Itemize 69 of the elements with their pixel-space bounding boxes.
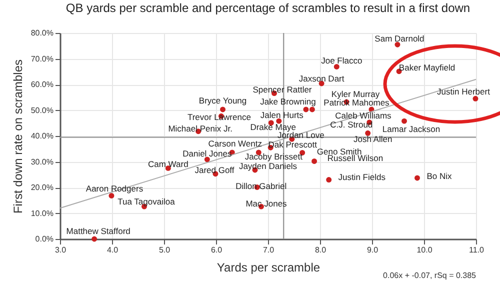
annotation: Jacoby Brissett — [244, 151, 304, 162]
point — [402, 118, 407, 124]
annotation: Jake Browning — [260, 96, 316, 106]
annotation: Josh Allen — [353, 134, 392, 144]
x-tick-label: 7.0 — [262, 246, 275, 254]
annotation: Daniel Jones — [182, 148, 232, 158]
annotation: Aaron Rodgers — [86, 184, 144, 194]
point — [220, 106, 226, 112]
point — [472, 96, 478, 102]
x-tick-label: 5.0 — [158, 246, 171, 254]
annotation: Sam Darnold — [374, 34, 425, 44]
annotation: Kyler Murray — [331, 89, 380, 100]
y-tick-label: 0.0% — [35, 234, 54, 244]
y-tick-label: 60.0% — [30, 80, 54, 89]
y-tick-label: 50.0% — [30, 106, 54, 115]
y-tick-label: 10.0% — [30, 208, 54, 218]
annotation: Dak Prescott — [268, 140, 318, 150]
point — [92, 236, 98, 242]
point — [276, 118, 282, 124]
annotation: Jordan Love — [278, 130, 325, 140]
annotation: Bo Nix — [426, 170, 452, 181]
x-tick-label: 9.0 — [366, 246, 379, 254]
annotation: C.J. Stroud — [330, 119, 373, 130]
annotation: Carson Wentz — [208, 138, 262, 148]
point — [326, 177, 332, 183]
text: 0.06x + -0.07, rSq = 0.385 — [383, 271, 477, 280]
y-tick-label: 30.0% — [30, 157, 54, 166]
x-tick-label: 8.0 — [314, 246, 327, 254]
x-tick-label: 10.0 — [416, 246, 433, 254]
annotation: Jaxson Dart — [298, 73, 345, 84]
annotation: Justin Herbert — [437, 86, 491, 97]
annotation: Cam Ward — [148, 159, 189, 170]
x-tick-label: 3.0 — [54, 246, 67, 254]
annotation: Tua Tagovailoa — [118, 196, 176, 207]
annotation: Joe Flacco — [321, 56, 362, 66]
annotation: Drake Maye — [250, 122, 296, 132]
point — [309, 106, 315, 112]
point — [334, 64, 340, 70]
y-tick-label: 40.0% — [30, 132, 54, 140]
annotation: Jalen Hurts — [260, 110, 304, 120]
x-axis-title: Yards per scramble — [216, 260, 320, 274]
point — [365, 130, 371, 136]
annotation: Spencer Rattler — [252, 84, 312, 94]
annotation: Baker Mayfield — [398, 62, 456, 72]
y-tick-label: 80.0% — [30, 28, 54, 38]
point — [303, 106, 309, 112]
annotation: Matthew Stafford — [66, 226, 131, 236]
y-axis-title: First down rate on scrambles — [10, 59, 25, 214]
annotation: Michael Penix Jr. — [168, 123, 232, 134]
annotation: Lamar Jackson — [382, 124, 440, 134]
x-tick-label: 11.0 — [469, 246, 485, 254]
point — [204, 156, 210, 162]
annotation: Caleb Williams — [335, 110, 392, 120]
annotation: Mac Jones — [246, 198, 287, 209]
annotation: Trevor Lawrence — [187, 112, 252, 122]
point — [312, 158, 318, 164]
y-tick-label: 70.0% — [30, 54, 54, 64]
annotation: Bryce Young — [198, 95, 247, 106]
chart-title: QB yards per scramble and percentage of scrambles to result in a first down — [66, 1, 470, 15]
point — [108, 193, 114, 198]
point — [414, 175, 420, 181]
x-tick-label: 4.0 — [106, 246, 119, 254]
annotation: Jayden Daniels — [238, 160, 298, 171]
y-tick-label: 20.0% — [30, 183, 54, 192]
point — [394, 42, 400, 48]
annotation: Jared Goff — [194, 164, 235, 175]
x-tick-label: 6.0 — [210, 246, 223, 254]
annotation: Patrick Mahomes — [324, 97, 390, 108]
annotation: Justin Fields — [338, 172, 386, 182]
